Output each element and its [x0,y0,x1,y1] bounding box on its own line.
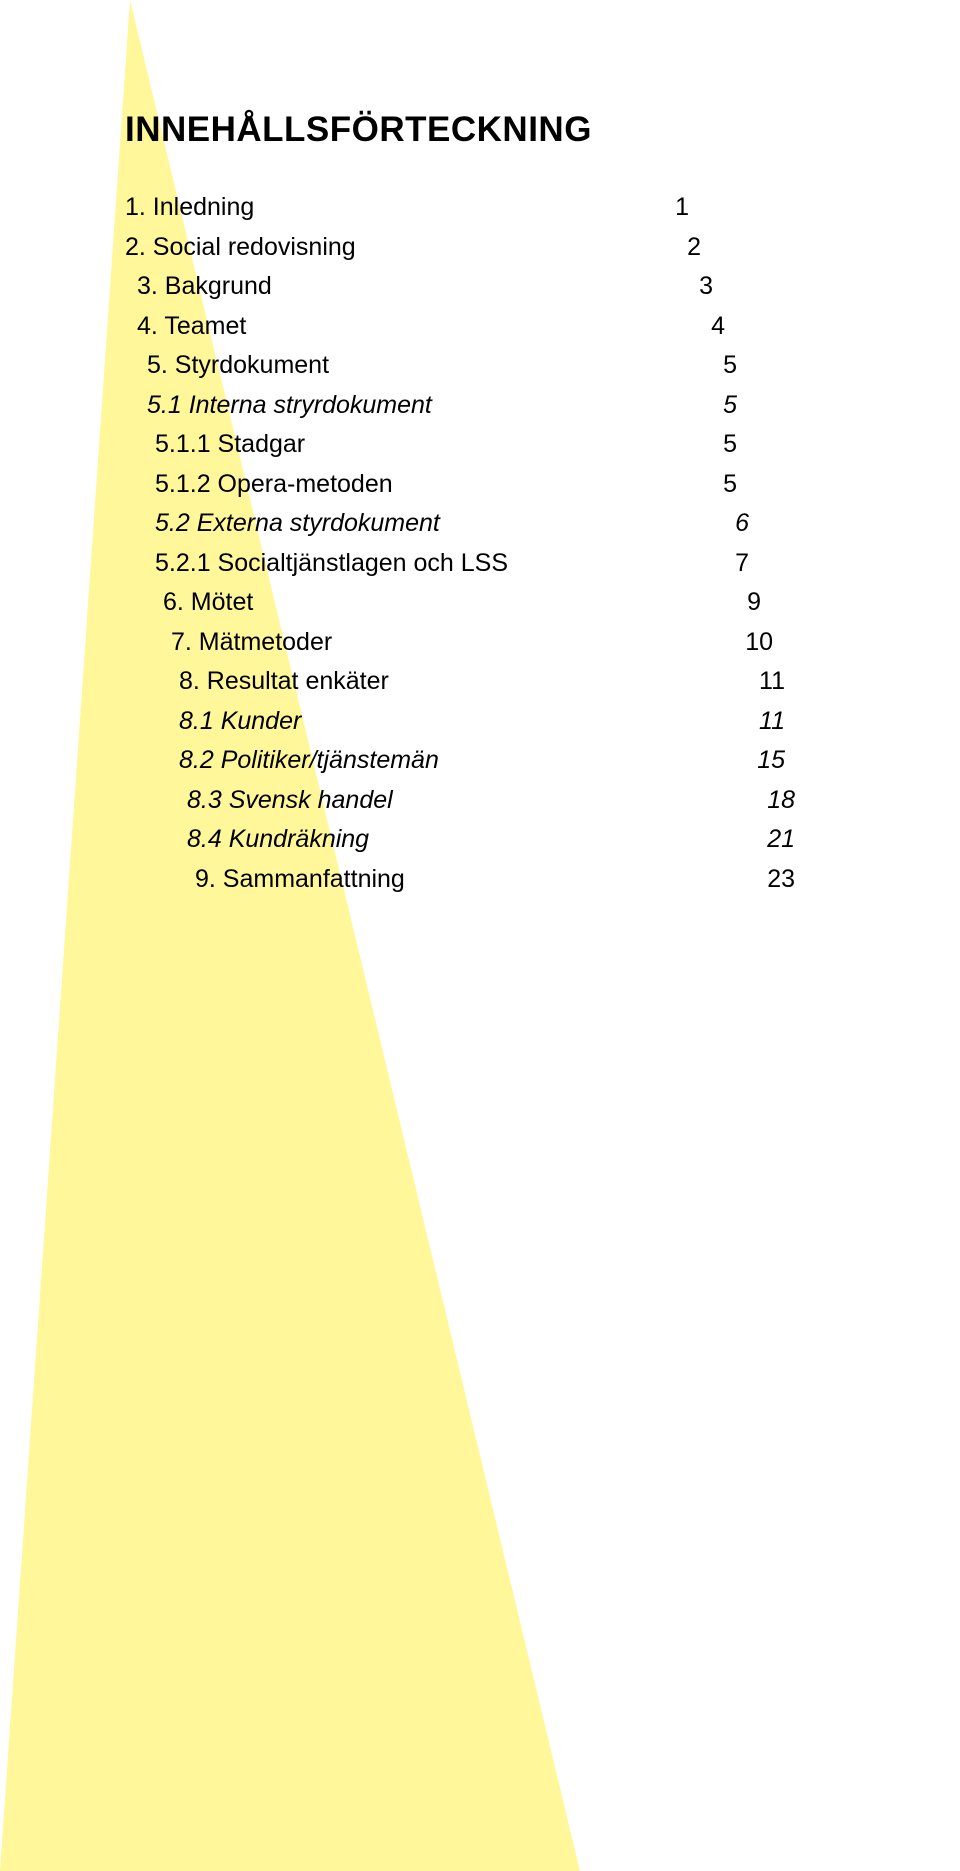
toc-label: 5.2 Externa styrdokument [155,504,440,544]
toc-row: 9. Sammanfattning 23 [125,860,795,900]
toc-label: 5.1 Interna stryrdokument [147,386,432,426]
toc-row: 5. Styrdokument 5 [125,346,795,386]
toc-page: 23 [767,860,795,900]
toc-list: 1. Inledning12. Social redovisning23. Ba… [125,188,795,899]
toc-page: 3 [699,267,713,307]
toc-label: 2. Social redovisning [125,228,356,268]
toc-row: 8.3 Svensk handel 18 [125,781,795,821]
toc-page: 18 [767,781,795,821]
toc-row: 2. Social redovisning 2 [125,228,795,268]
toc-page: 7 [735,544,749,584]
toc-row: 5.1 Interna stryrdokument 5 [125,386,795,426]
toc-page: 6 [735,504,749,544]
toc-page: 9 [747,583,761,623]
page-title: INNEHÅLLSFÖRTECKNING [125,110,860,150]
toc-label: 4. Teamet [137,307,246,347]
toc-label: 8.4 Kundräkning [187,820,369,860]
toc-label: 3. Bakgrund [137,267,272,307]
toc-row: 3. Bakgrund 3 [125,267,795,307]
toc-page: 5 [723,346,737,386]
toc-row: 8. Resultat enkäter 11 [125,662,795,702]
toc-page: 1 [675,188,689,228]
toc-page: 2 [687,228,701,268]
toc-label: 8.2 Politiker/tjänstemän [179,741,439,781]
toc-label: 8.1 Kunder [179,702,301,742]
toc-page: 15 [757,741,785,781]
toc-label: 5. Styrdokument [147,346,329,386]
toc-row: 8.4 Kundräkning 21 [125,820,795,860]
toc-row: 1. Inledning 1 [125,188,795,228]
toc-label: 9. Sammanfattning [195,860,405,900]
toc-page: 11 [759,662,785,702]
toc-row: 4. Teamet 4 [125,307,795,347]
toc-label: 5.1.2 Opera-metoden [155,465,393,505]
toc-row: 7. Mätmetoder 10 [125,623,795,663]
toc-page: 5 [723,425,737,465]
toc-label: 8.3 Svensk handel [187,781,393,821]
toc-label: 7. Mätmetoder [171,623,332,663]
toc-label: 5.2.1 Socialtjänstlagen och LSS [155,544,508,584]
toc-row: 5.2.1 Socialtjänstlagen och LSS 7 [125,544,795,584]
toc-row: 8.1 Kunder 11 [125,702,795,742]
toc-page: 21 [767,820,795,860]
toc-page: 4 [711,307,725,347]
toc-page: 5 [723,386,737,426]
toc-row: 8.2 Politiker/tjänstemän 15 [125,741,795,781]
toc-row: 5.2 Externa styrdokument 6 [125,504,795,544]
toc-page: 10 [745,623,773,663]
document-content: INNEHÅLLSFÖRTECKNING 1. Inledning12. Soc… [0,0,960,899]
toc-page: 11 [759,702,785,742]
toc-label: 8. Resultat enkäter [179,662,389,702]
toc-page: 5 [723,465,737,505]
toc-row: 6. Mötet 9 [125,583,795,623]
toc-row: 5.1.1 Stadgar 5 [125,425,795,465]
toc-label: 6. Mötet [163,583,253,623]
toc-label: 5.1.1 Stadgar [155,425,305,465]
toc-row: 5.1.2 Opera-metoden 5 [125,465,795,505]
toc-label: 1. Inledning [125,188,254,228]
